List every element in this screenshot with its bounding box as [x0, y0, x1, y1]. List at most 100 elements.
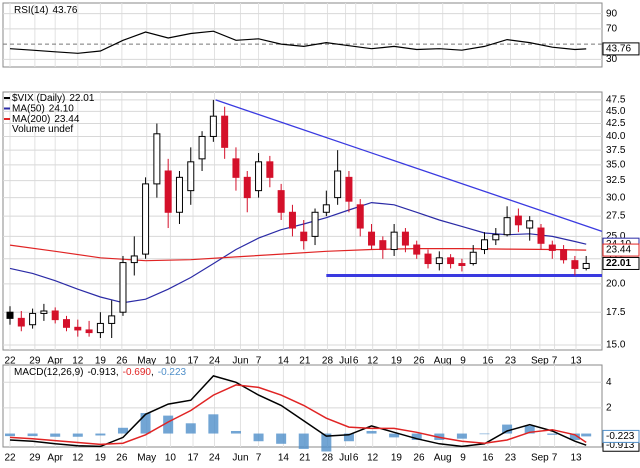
candle-body [469, 251, 477, 265]
x-tick-label: 14 [278, 453, 290, 464]
y-tick-label: 4 [606, 377, 612, 388]
x-tick-label: 12 [72, 453, 84, 464]
y-tick-label: 37.5 [606, 145, 626, 156]
legend-separator: , [116, 367, 119, 378]
value-tag-label: 43.76 [606, 44, 631, 55]
x-tick-label: 6 [353, 356, 359, 367]
histogram-bar [524, 425, 535, 434]
candle-body [51, 310, 59, 321]
histogram-bar [27, 433, 38, 437]
y-tick-label: 17.5 [606, 307, 626, 318]
x-tick-label: 19 [95, 356, 107, 367]
x-tick-label: Jul [339, 356, 352, 367]
x-tick-label: 6 [353, 453, 359, 464]
legend-value: -0.913 [87, 367, 116, 378]
candle-body [221, 115, 229, 148]
candle-body [368, 231, 376, 246]
histogram-bar [479, 433, 490, 435]
y-tick-label: 40.0 [606, 131, 626, 142]
candle-body [356, 204, 364, 229]
y-tick-label: 27.5 [606, 211, 626, 222]
x-tick-label: Apr [47, 356, 63, 367]
histogram-bar [581, 433, 592, 437]
candle-body [560, 249, 568, 261]
histogram-bar [117, 427, 128, 434]
x-tick-label: 19 [391, 453, 403, 464]
x-tick-label: 24 [209, 356, 221, 367]
candle-body [153, 133, 161, 185]
x-tick-label: May [137, 453, 156, 464]
candle-body [481, 239, 489, 251]
candle-body [582, 262, 590, 269]
x-tick-label: 9 [460, 453, 466, 464]
x-tick-label: Jul [339, 453, 352, 464]
histogram-bar [411, 433, 422, 440]
x-tick-label: 19 [391, 356, 403, 367]
x-tick-label: 13 [570, 356, 582, 367]
panel-frame [2, 2, 603, 68]
legend-name: $VIX (Daily) [12, 93, 65, 104]
histogram-bar [366, 430, 377, 434]
legend-value: -0.690 [123, 367, 152, 378]
candle-body [390, 231, 398, 251]
x-tick-label: Sep [531, 356, 549, 367]
x-tick-label: 16 [482, 453, 494, 464]
candle-body [130, 255, 138, 264]
legend-value: 23.44 [54, 114, 79, 125]
x-tick-label: 26 [116, 453, 128, 464]
candle-body [29, 312, 37, 326]
value-tag [602, 256, 640, 270]
x-tick-label: 9 [460, 356, 466, 367]
candle-body [424, 253, 432, 265]
value-tag-label: -0.223 [606, 431, 635, 442]
y-tick-label: 35.0 [606, 159, 626, 170]
x-tick-label: 7 [256, 356, 262, 367]
candle-body [74, 326, 82, 331]
histogram-bar [72, 433, 83, 437]
candle-body [198, 135, 206, 160]
histogram-bar [5, 433, 16, 437]
candle-body [435, 257, 443, 265]
candle-body [266, 161, 274, 178]
candle-body [243, 176, 251, 199]
candle-body [401, 231, 409, 246]
panel-frame [2, 91, 603, 351]
candle-body [322, 204, 330, 213]
y-tick-label: 30 [606, 54, 618, 65]
x-tick-label: 21 [299, 356, 311, 367]
value-tag [602, 243, 640, 257]
histogram-bar [298, 433, 309, 449]
series-line [9, 30, 587, 54]
y-tick-label: 47.5 [606, 95, 626, 106]
histogram-bar [95, 433, 106, 436]
x-tick-label: 17 [187, 453, 199, 464]
legend: $VIX (Daily) 22.01 [12, 93, 95, 104]
legend-value: -0.223 [158, 367, 187, 378]
histogram-bar [208, 414, 219, 434]
histogram-bar [321, 433, 332, 452]
candle-body [62, 319, 70, 328]
x-tick-label: Apr [47, 453, 63, 464]
candle-body [311, 211, 319, 237]
y-tick-label: 42.5 [606, 118, 626, 129]
x-tick-label: Aug [434, 453, 452, 464]
histogram-bar [456, 433, 467, 439]
x-tick-label: 26 [116, 356, 128, 367]
legend: MACD(12,26,9) -0.913, -0.690, -0.223 [14, 367, 187, 378]
candle-body [175, 176, 183, 213]
x-tick-label: 16 [482, 356, 494, 367]
histogram-bar [185, 423, 196, 434]
histogram-bar [140, 413, 151, 434]
legend: RSI(14) 43.76 [14, 5, 78, 16]
x-tick-label: 24 [209, 453, 221, 464]
x-tick-label: Aug [434, 356, 452, 367]
candle-body [526, 220, 534, 229]
x-tick-label: 29 [29, 356, 41, 367]
candle-body [164, 170, 172, 213]
x-tick-label: 23 [505, 453, 517, 464]
x-tick-label: 12 [72, 356, 84, 367]
x-tick-label: 14 [278, 356, 290, 367]
x-tick-label: Sep [531, 453, 549, 464]
candle-body [209, 115, 217, 137]
candle-body [571, 260, 579, 269]
